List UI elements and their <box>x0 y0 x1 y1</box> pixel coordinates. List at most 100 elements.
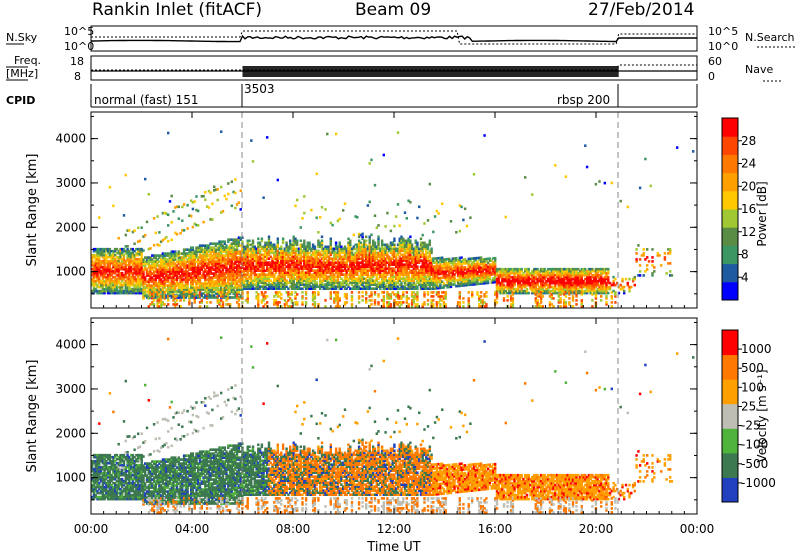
power-cell <box>456 260 460 264</box>
power-cell <box>379 287 382 290</box>
power-cell <box>311 299 315 302</box>
power-cell <box>405 257 408 260</box>
power-cell <box>106 247 110 251</box>
power-cell <box>294 251 297 255</box>
power-cell <box>363 267 366 270</box>
power-cell <box>296 301 299 304</box>
power-cell <box>175 276 179 279</box>
power-cell <box>430 283 433 286</box>
power-cell <box>280 273 283 276</box>
power-cell <box>437 264 440 268</box>
power-cell <box>456 284 460 288</box>
power-cell <box>289 297 292 300</box>
power-cell <box>471 265 474 268</box>
power-cell <box>186 264 189 267</box>
power-cell <box>425 261 428 264</box>
power-cell <box>92 261 96 265</box>
power-cell <box>264 241 267 245</box>
power-cell <box>264 243 267 247</box>
power-cell <box>386 295 389 298</box>
power-cell <box>124 265 127 269</box>
power-cell <box>205 246 209 249</box>
power-cell <box>99 259 103 263</box>
power-cell <box>319 243 322 247</box>
power-cell <box>290 243 294 247</box>
power-cell <box>414 241 417 245</box>
power-cell <box>207 258 211 261</box>
power-cell <box>386 261 389 264</box>
power-cell <box>163 286 166 289</box>
power-cell <box>202 220 205 224</box>
power-cell <box>112 251 115 255</box>
power-cell <box>292 239 295 243</box>
power-cell <box>158 284 161 287</box>
power-cell <box>382 249 385 253</box>
power-cell <box>460 205 463 209</box>
power-cell <box>188 276 191 279</box>
power-cell <box>161 258 165 261</box>
power-cell <box>311 277 315 280</box>
power-cell <box>430 281 433 284</box>
power-cell <box>128 259 131 263</box>
power-cell <box>138 273 142 277</box>
power-cell <box>220 260 223 263</box>
power-cell <box>280 305 283 308</box>
power-cell <box>114 271 117 275</box>
power-cell <box>311 257 315 260</box>
power-cell <box>471 279 474 282</box>
power-cell <box>384 225 387 228</box>
power-cell <box>334 257 338 260</box>
power-cell <box>264 247 267 251</box>
power-cell <box>329 263 332 266</box>
power-cell <box>386 211 389 215</box>
power-cell <box>156 215 159 218</box>
power-cell <box>255 295 258 298</box>
power-cell <box>444 276 447 279</box>
power-cell <box>426 275 430 278</box>
power-cell <box>145 272 149 275</box>
power-cell <box>462 278 465 281</box>
power-cell <box>308 273 311 276</box>
power-cell <box>179 280 182 283</box>
power-cell <box>336 293 340 296</box>
power-cell <box>246 261 249 264</box>
power-cell <box>331 267 334 270</box>
power-cell <box>340 273 343 276</box>
power-cell <box>129 289 133 293</box>
power-cell <box>280 265 283 268</box>
power-cell <box>235 290 239 293</box>
power-cell <box>172 266 175 269</box>
power-cell <box>221 250 225 253</box>
power-cell <box>294 303 297 306</box>
power-cell <box>234 292 237 295</box>
power-cell <box>336 283 340 286</box>
power-cell <box>334 247 338 251</box>
power-cell <box>407 305 410 308</box>
power-cell <box>296 293 299 296</box>
power-cell <box>271 249 274 253</box>
power-cell <box>138 253 142 256</box>
power-cell <box>446 275 449 279</box>
power-cell <box>96 285 99 289</box>
power-cell <box>200 195 203 198</box>
power-cell <box>158 266 161 269</box>
power-cell <box>433 281 437 284</box>
power-cell <box>329 247 332 251</box>
power-cell <box>106 287 110 291</box>
power-cell <box>418 257 421 260</box>
power-cell <box>243 249 246 253</box>
power-cell <box>147 264 150 267</box>
power-cell <box>232 280 235 283</box>
power-cell <box>239 282 242 285</box>
power-cell <box>472 279 476 282</box>
power-cell <box>410 275 414 278</box>
power-cell <box>182 229 186 232</box>
power-cell <box>163 282 166 285</box>
power-cell <box>269 267 272 270</box>
power-cell <box>152 274 156 277</box>
power-cell <box>315 261 318 264</box>
power-cell <box>329 267 332 270</box>
power-cell <box>419 241 423 245</box>
power-cell <box>108 247 112 251</box>
power-cell <box>202 250 205 253</box>
